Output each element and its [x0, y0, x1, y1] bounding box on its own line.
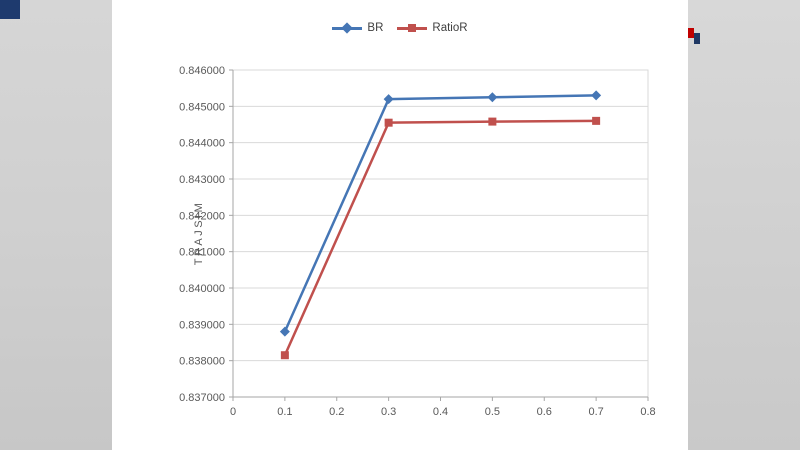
x-tick-label: 0.3	[381, 406, 396, 418]
x-tick-label: 0.5	[485, 406, 500, 418]
data-point-diamond	[279, 326, 290, 337]
y-tick-label: 0.843000	[179, 174, 225, 186]
axes	[232, 70, 648, 398]
chart-legend: BR RatioR	[112, 22, 688, 34]
top-left-navy-square	[0, 0, 20, 19]
x-tick-label: 0.6	[537, 406, 552, 418]
data-point-diamond	[591, 90, 602, 101]
legend-shape-square	[408, 24, 417, 32]
y-tick-label: 0.838000	[179, 356, 225, 368]
data-point-square	[280, 351, 289, 360]
x-tick-label: 0.1	[277, 406, 292, 418]
data-point-square	[488, 117, 497, 126]
x-tick-label: 0.8	[640, 406, 655, 418]
x-tick-label: 0.4	[433, 406, 448, 418]
data-point-diamond	[487, 92, 498, 103]
top-right-blue-artifact	[694, 33, 700, 44]
y-tick-label: 0.840000	[179, 283, 225, 295]
x-tick-label: 0.7	[588, 406, 603, 418]
x-tick-labels: 0 0.1 0.2 0.3 0.4 0.5 0.6 0.7 0.8	[230, 397, 656, 418]
series-line	[283, 119, 597, 356]
left-gray-strip	[0, 0, 112, 450]
series-RatioR	[280, 116, 601, 360]
x-tick-label: 0	[230, 406, 236, 418]
y-tick-labels: 0.837000 0.838000 0.839000 0.840000 0.841000…	[179, 65, 233, 404]
data-point-square	[384, 118, 393, 127]
gridlines	[232, 69, 649, 398]
series-BR	[279, 90, 602, 337]
legend-item-RatioR: RatioR	[397, 22, 468, 34]
data-point-diamond	[383, 94, 394, 105]
x-tick-label: 0.2	[329, 406, 344, 418]
plot-area: 0.837000 0.838000 0.839000 0.840000 0.841000…	[179, 65, 656, 418]
data-point-square	[592, 116, 601, 125]
y-tick-label: 0.837000	[179, 392, 225, 404]
chart-panel: BR RatioR TRAJSIM 0.837000 0.838000 0.83900…	[112, 0, 688, 450]
y-tick-label: 0.841000	[179, 247, 225, 259]
legend-diamond-icon	[332, 22, 363, 34]
y-tick-label: 0.844000	[179, 138, 225, 150]
legend-item-BR: BR	[332, 22, 383, 34]
y-tick-label: 0.839000	[179, 319, 225, 331]
legend-label: RatioR	[432, 22, 468, 34]
top-right-red-artifact	[687, 28, 694, 38]
y-tick-label: 0.842000	[179, 210, 225, 222]
series-line	[283, 94, 597, 333]
y-tick-label: 0.845000	[179, 101, 225, 113]
right-gray-strip	[688, 0, 800, 450]
legend-square-icon	[397, 23, 428, 33]
legend-label: BR	[367, 22, 384, 34]
y-tick-label: 0.846000	[179, 65, 225, 77]
